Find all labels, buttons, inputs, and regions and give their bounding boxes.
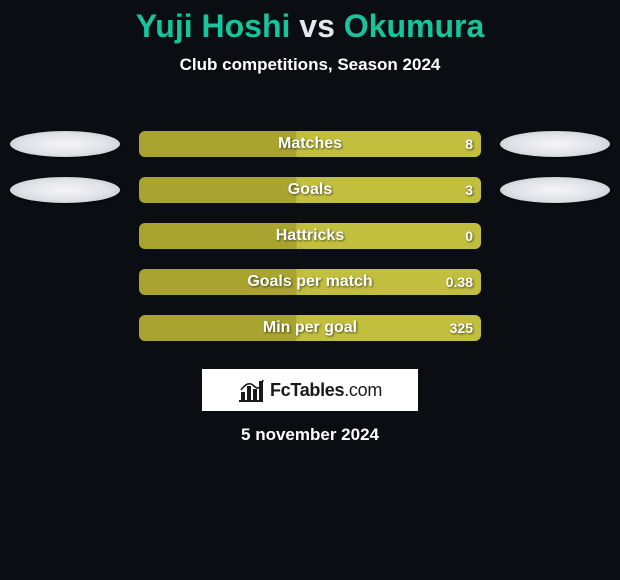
bar-track: Hattricks0	[139, 223, 481, 249]
stat-value-right: 325	[450, 315, 473, 341]
bar-track: Matches8	[139, 131, 481, 157]
stat-value-right: 3	[465, 177, 473, 203]
stat-value-right: 0.38	[446, 269, 473, 295]
title-vs: vs	[299, 8, 335, 44]
stat-bar: Min per goal325	[139, 315, 481, 341]
logo-brand: FcTables	[270, 380, 344, 400]
bar-chart-icon	[238, 378, 264, 402]
stat-label: Goals per match	[139, 269, 481, 295]
date-text: 5 november 2024	[0, 425, 620, 445]
stat-bar: Hattricks0	[139, 223, 481, 249]
stat-bar: Goals per match0.38	[139, 269, 481, 295]
stat-row: Goals3	[0, 167, 620, 213]
logo-text: FcTables.com	[270, 380, 382, 401]
logo-box[interactable]: FcTables.com	[202, 369, 418, 411]
bar-track: Min per goal325	[139, 315, 481, 341]
stat-row: Matches8	[0, 121, 620, 167]
stat-label: Hattricks	[139, 223, 481, 249]
stat-label: Min per goal	[139, 315, 481, 341]
stat-label: Goals	[139, 177, 481, 203]
stat-bar: Goals3	[139, 177, 481, 203]
stat-bar: Matches8	[139, 131, 481, 157]
logo-ext: .com	[344, 380, 382, 400]
bar-track: Goals3	[139, 177, 481, 203]
player-shadow-left	[10, 177, 120, 203]
stat-value-right: 8	[465, 131, 473, 157]
comparison-card: Yuji Hoshi vs Okumura Club competitions,…	[0, 0, 620, 580]
title-player1: Yuji Hoshi	[136, 8, 291, 44]
stat-row: Min per goal325	[0, 305, 620, 351]
stat-value-right: 0	[465, 223, 473, 249]
stat-row: Hattricks0	[0, 213, 620, 259]
player-shadow-right	[500, 131, 610, 157]
page-title: Yuji Hoshi vs Okumura	[0, 0, 620, 45]
player-shadow-right	[500, 177, 610, 203]
bar-track: Goals per match0.38	[139, 269, 481, 295]
stat-label: Matches	[139, 131, 481, 157]
player-shadow-left	[10, 131, 120, 157]
subtitle: Club competitions, Season 2024	[0, 55, 620, 75]
stat-row: Goals per match0.38	[0, 259, 620, 305]
title-player2: Okumura	[344, 8, 484, 44]
stats-rows: Matches8Goals3Hattricks0Goals per match0…	[0, 121, 620, 351]
